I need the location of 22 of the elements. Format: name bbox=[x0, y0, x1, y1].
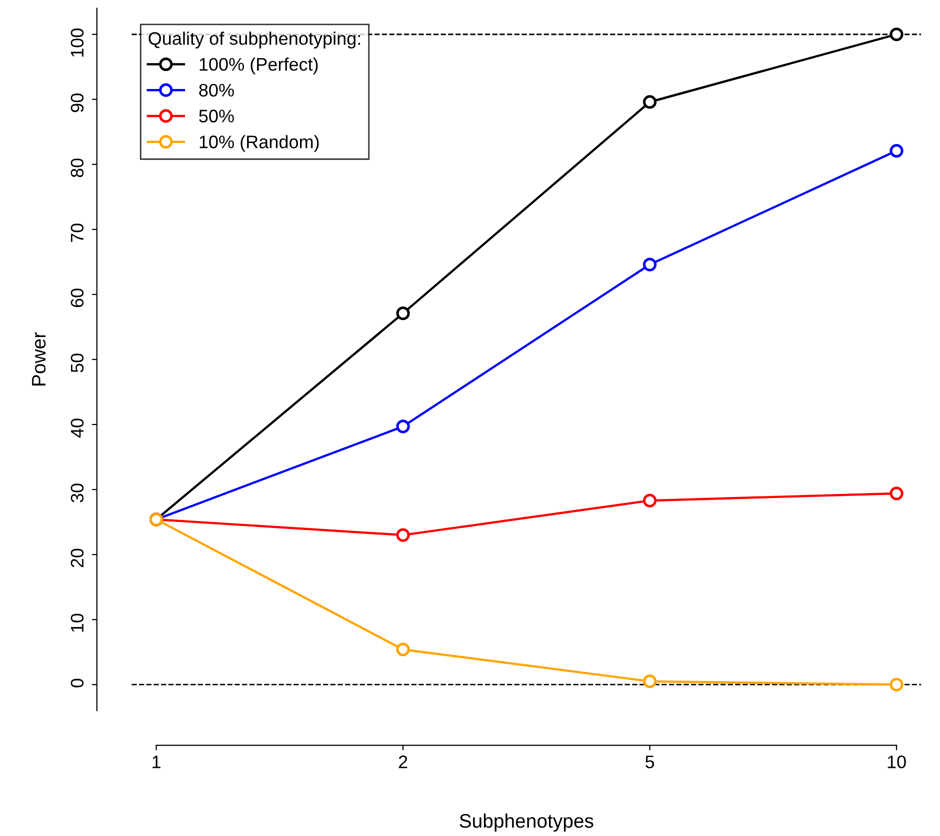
y-tick-label: 60 bbox=[70, 288, 84, 308]
x-tick-label: 10 bbox=[888, 756, 906, 768]
y-tick-label: 80 bbox=[70, 158, 84, 178]
y-tick-label: 40 bbox=[70, 418, 84, 438]
y-tick-label: 10 bbox=[70, 614, 84, 632]
y-tick-label: 30 bbox=[70, 484, 84, 502]
y-tick-label: 100 bbox=[70, 28, 84, 57]
legend-title: Quality of subphenotyping: bbox=[148, 32, 360, 48]
legend-label: 80% bbox=[199, 84, 234, 97]
legend-label: 50% bbox=[199, 110, 234, 122]
y-tick-label: 0 bbox=[70, 678, 84, 688]
y-tick-label: 50 bbox=[70, 354, 84, 372]
legend-label: 10% (Random) bbox=[200, 135, 319, 152]
y-axis-title: Power bbox=[32, 332, 46, 386]
x-tick-label: 2 bbox=[398, 756, 408, 768]
y-tick-label: 20 bbox=[70, 548, 84, 568]
x-tick-label: 5 bbox=[645, 756, 654, 768]
y-tick-label: 90 bbox=[70, 94, 84, 112]
x-tick-label: 1 bbox=[152, 756, 160, 768]
x-axis-title: Subphenotypes bbox=[460, 814, 594, 832]
y-tick-label: 70 bbox=[70, 224, 84, 242]
legend-label: 100% (Perfect) bbox=[200, 57, 318, 74]
